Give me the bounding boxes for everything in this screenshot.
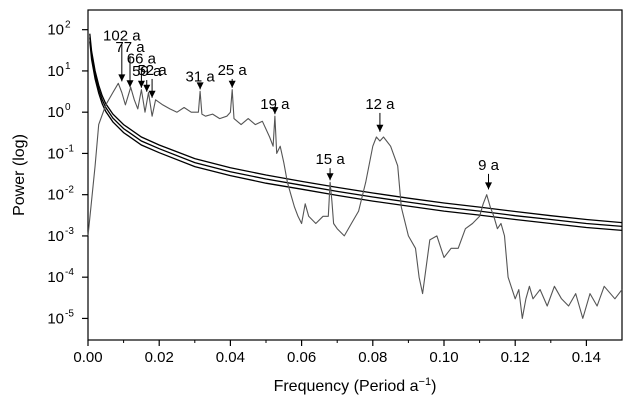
annotation-label: 19 a (260, 96, 290, 113)
annotation-25a: 25 a (218, 62, 248, 88)
spectrum-line (87, 82, 623, 319)
peak-annotations: 102 a77 a66 a59 a52 a 31 a 25 a 19 a 15 a 12 … (103, 27, 500, 190)
x-axis: 0.00 0.02 0.04 0.06 0.08 0.10 0.12 0.14 (73, 340, 601, 366)
annotation-label: 15 a (315, 151, 345, 168)
y-tick-exponent: -2 (65, 185, 74, 196)
y-tick-exponent: 1 (65, 61, 71, 72)
y-tick-label: 10 (47, 104, 64, 121)
annotation-arrowhead (376, 124, 384, 132)
annotation-77a: 77 a (115, 39, 145, 88)
annotation-arrowhead (137, 80, 145, 88)
annotation-arrowhead (148, 90, 156, 98)
x-axis-label-end: ) (431, 378, 436, 395)
annotation-arrowhead (228, 80, 236, 88)
annotation-label: 52 a (137, 62, 167, 79)
significance-middle-curve (89, 37, 623, 228)
significance-upper-curve (89, 33, 623, 224)
significance-curves (89, 33, 623, 232)
annotation-66a: 66 a (127, 51, 157, 88)
plot-area: 102 a77 a66 a59 a52 a 31 a 25 a 19 a 15 a 12 … (87, 9, 623, 341)
annotation-label: 25 a (218, 62, 248, 79)
annotation-12a: 12 a (365, 96, 395, 132)
y-tick-label: 10 (47, 269, 64, 286)
annotation-label: 59 a (132, 63, 162, 80)
annotation-19a: 19 a (260, 96, 290, 115)
y-tick-label: 10 (47, 187, 64, 204)
annotation-arrowhead (196, 82, 204, 90)
x-tick-label: 0.10 (429, 349, 458, 366)
plot-frame (87, 9, 623, 341)
y-tick-label: 10 (47, 22, 64, 39)
annotation-arrowhead (143, 84, 151, 92)
annotation-label: 77 a (115, 39, 145, 56)
annotation-arrowhead (126, 80, 134, 88)
y-tick-exponent: -1 (65, 143, 74, 154)
annotation-arrowhead (118, 74, 126, 82)
x-axis-label-superscript: −1 (419, 376, 432, 388)
annotation-102a: 102 a (103, 27, 141, 82)
annotation-label: 66 a (127, 51, 157, 68)
x-axis-label: Frequency (Period a−1) (274, 376, 437, 395)
y-tick-label: 10 (47, 228, 64, 245)
annotation-59a: 59 a (132, 63, 162, 92)
annotation-31a: 31 a (186, 69, 216, 90)
y-tick-exponent: -5 (65, 308, 74, 319)
annotation-arrowhead (485, 182, 492, 190)
x-tick-label: 0.12 (501, 349, 530, 366)
x-tick-label: 0.06 (287, 349, 316, 366)
y-axis-label: Power (log) (11, 134, 28, 216)
x-tick-label: 0.00 (73, 349, 102, 366)
y-tick-exponent: -3 (65, 226, 74, 237)
y-tick-exponent: 0 (65, 102, 71, 113)
y-tick-label: 10 (47, 63, 64, 80)
annotation-label: 102 a (103, 27, 141, 44)
x-tick-label: 0.14 (572, 349, 601, 366)
x-tick-label: 0.08 (358, 349, 387, 366)
y-tick-label: 10 (47, 145, 64, 162)
x-tick-label: 0.02 (145, 349, 174, 366)
x-tick-label: 0.04 (216, 349, 245, 366)
annotation-arrowhead (326, 173, 334, 181)
spectrum-series (87, 82, 623, 319)
annotation-label: 9 a (478, 157, 500, 174)
x-axis-label-main: Frequency (Period a (274, 378, 419, 395)
y-tick-exponent: -4 (65, 267, 74, 278)
annotation-9a: 9 a (478, 157, 500, 190)
y-tick-exponent: 2 (65, 20, 71, 31)
significance-lower-curve (89, 41, 623, 232)
annotation-52a: 52 a (137, 62, 167, 98)
annotation-label: 12 a (365, 96, 395, 113)
annotation-arrowhead (271, 107, 279, 115)
y-tick-label: 10 (47, 310, 64, 327)
annotation-15a: 15 a (315, 151, 345, 181)
annotation-label: 31 a (186, 69, 216, 86)
